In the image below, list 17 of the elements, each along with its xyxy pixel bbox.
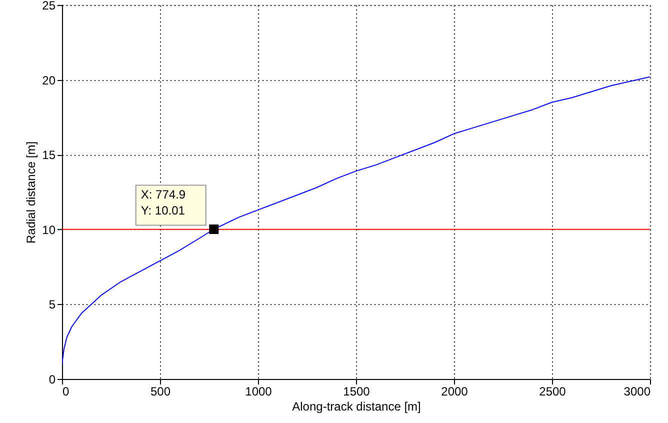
x-tick-label: 0 [62, 384, 70, 398]
x-axis-title: Along-track distance [m] [292, 400, 421, 414]
y-tick-label: 25 [42, 0, 56, 12]
line-series [62, 76, 650, 365]
x-tick-label: 500 [150, 384, 171, 398]
x-tick-label: 2000 [441, 384, 468, 398]
y-tick-label: 20 [42, 73, 56, 88]
y-tick-label: 5 [48, 298, 56, 312]
x-tick-label: 2500 [539, 384, 566, 398]
x-tick-label: 1000 [245, 384, 272, 398]
y-axis-title: Radial distance [m] [24, 141, 38, 244]
annotation: X: 774.9 Y: 10.01 [140, 187, 186, 218]
y-tick-label: 15 [42, 148, 56, 162]
x-tick-label: 3000 [624, 384, 651, 398]
x-tick-label: 1500 [343, 384, 370, 398]
y-tick-label: 10 [42, 222, 56, 237]
y-tick-label: 0 [48, 372, 56, 386]
